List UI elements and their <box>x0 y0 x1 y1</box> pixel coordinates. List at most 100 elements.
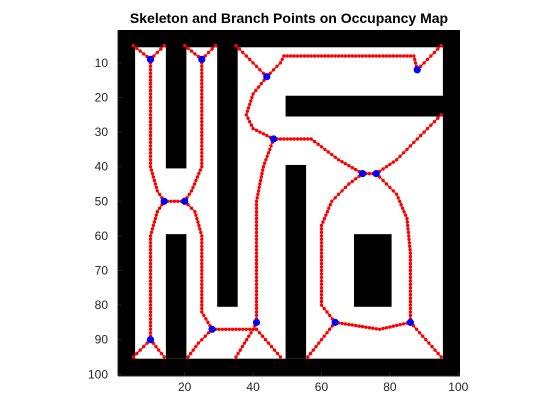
skeleton-point <box>388 54 392 58</box>
skeleton-point <box>333 54 337 58</box>
skeleton-point <box>152 178 157 183</box>
skeleton-point <box>148 78 153 82</box>
skeleton-point <box>194 178 198 183</box>
skeleton-point <box>200 113 204 117</box>
skeleton-point <box>240 344 245 349</box>
skeleton-point <box>374 327 378 331</box>
skeleton-point <box>193 52 197 56</box>
skeleton-point <box>148 265 153 269</box>
occupied-region-9 <box>285 164 307 359</box>
skeleton-point <box>131 355 136 359</box>
skeleton-point <box>131 43 136 48</box>
skeleton-point <box>200 71 204 76</box>
skeleton-point <box>148 137 153 141</box>
skeleton-point <box>255 196 259 200</box>
skeleton-point <box>234 355 238 359</box>
skeleton-point <box>148 158 153 162</box>
skeleton-point <box>328 327 332 331</box>
skeleton-point <box>439 43 443 48</box>
skeleton-point <box>254 244 259 248</box>
skeleton-point <box>398 154 402 158</box>
skeleton-point <box>200 251 204 255</box>
occupancy-map <box>118 30 460 376</box>
skeleton-point <box>148 237 153 241</box>
skeleton-point <box>395 192 399 196</box>
skeleton-point <box>200 234 204 238</box>
skeleton-point <box>299 137 303 141</box>
skeleton-point <box>186 203 190 207</box>
skeleton-point <box>148 64 153 69</box>
skeleton-point <box>405 216 409 221</box>
skeleton-point <box>148 317 153 321</box>
skeleton-point <box>260 334 265 338</box>
skeleton-point <box>408 279 413 283</box>
skeleton-point <box>340 160 344 164</box>
skeleton-point <box>417 331 422 335</box>
skeleton-point <box>157 192 162 196</box>
skeleton-point <box>250 95 254 100</box>
skeleton-point <box>245 109 250 114</box>
skeleton-point <box>254 268 259 273</box>
skeleton-point <box>319 54 324 58</box>
skeleton-point <box>263 338 268 342</box>
skeleton-point <box>347 164 351 168</box>
skeleton-point <box>183 43 187 48</box>
skeleton-point <box>200 133 204 138</box>
skeleton-point <box>322 306 326 311</box>
skeleton-point <box>319 244 324 248</box>
skeleton-point <box>148 123 153 127</box>
skeleton-point <box>299 54 303 58</box>
skeleton-point <box>316 54 320 58</box>
skeleton-point <box>220 327 224 331</box>
skeleton-point <box>319 230 324 235</box>
skeleton-point <box>406 227 410 231</box>
skeleton-point <box>256 192 260 196</box>
skeleton-path-24 <box>306 320 337 359</box>
skeleton-point <box>254 303 259 307</box>
skeleton-point <box>148 303 153 307</box>
skeleton-point <box>200 272 204 276</box>
skeleton-point <box>367 54 372 58</box>
skeleton-point <box>148 71 153 76</box>
skeleton-point <box>319 145 324 149</box>
skeleton-point <box>200 296 204 300</box>
skeleton-point <box>189 49 194 53</box>
skeleton-point <box>148 241 153 245</box>
skeleton-point <box>364 325 368 329</box>
skeleton-point <box>148 140 153 145</box>
skeleton-point <box>302 54 307 58</box>
skeleton-point <box>200 303 204 307</box>
skeleton-point <box>200 279 204 283</box>
branch-point-1 <box>146 55 155 64</box>
skeleton-point <box>399 203 403 207</box>
skeleton-point <box>154 185 159 190</box>
skeleton-point <box>154 344 158 349</box>
skeleton-point <box>336 54 341 58</box>
skeleton-point <box>254 251 259 255</box>
skeleton-point <box>343 162 348 166</box>
skeleton-point <box>354 323 358 328</box>
skeleton-point <box>172 199 177 203</box>
skeleton-point <box>347 54 351 58</box>
skeleton-point <box>258 178 263 183</box>
skeleton-point <box>319 279 324 283</box>
skeleton-point <box>319 286 324 290</box>
skeleton-point <box>319 275 324 280</box>
skeleton-point <box>319 282 324 286</box>
skeleton-point <box>148 92 153 96</box>
skeleton-point <box>200 126 204 131</box>
skeleton-point <box>408 282 413 286</box>
skeleton-point <box>148 299 153 304</box>
skeleton-point <box>159 351 164 356</box>
skeleton-point <box>384 326 389 330</box>
skeleton-point <box>138 348 142 352</box>
skeleton-point <box>395 323 399 328</box>
skeleton-point <box>367 326 372 330</box>
skeleton-point <box>200 158 204 162</box>
skeleton-point <box>278 137 283 141</box>
skeleton-point <box>336 158 341 162</box>
skeleton-point <box>330 54 334 58</box>
skeleton-point <box>254 272 259 276</box>
skeleton-point <box>200 261 204 266</box>
skeleton-point <box>347 322 351 327</box>
